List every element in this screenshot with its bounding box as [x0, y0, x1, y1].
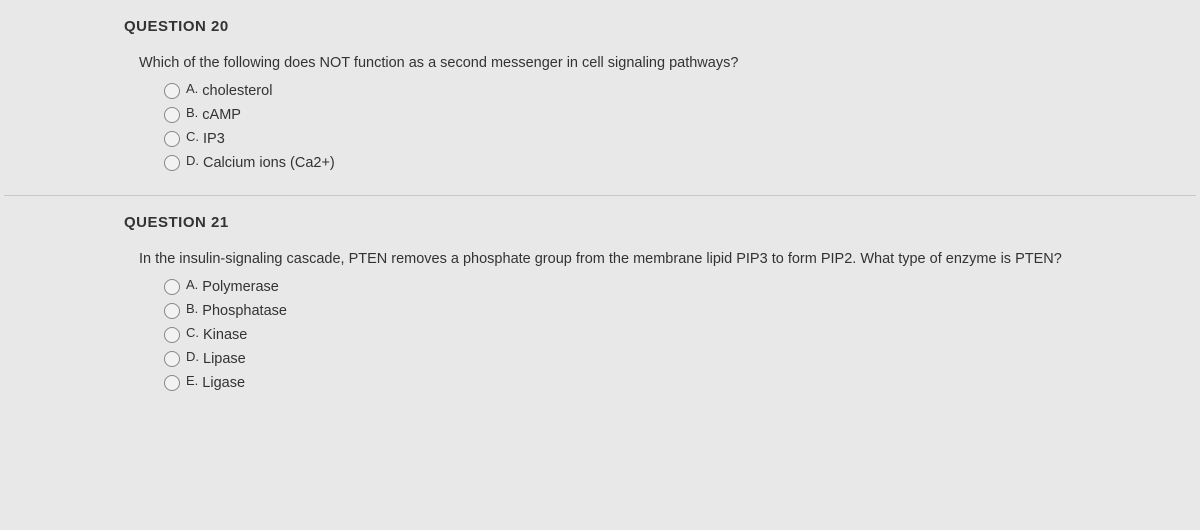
option-letter: C. — [186, 129, 199, 144]
question-prompt: Which of the following does NOT function… — [4, 55, 1196, 71]
radio-icon[interactable] — [164, 351, 180, 367]
option-row[interactable]: B. cAMP — [164, 103, 1196, 127]
radio-icon[interactable] — [164, 155, 180, 171]
option-text: IP3 — [203, 131, 225, 147]
question-block: QUESTION 20 Which of the following does … — [4, 0, 1196, 196]
option-letter: B. — [186, 105, 198, 120]
option-row[interactable]: C. Kinase — [164, 323, 1196, 347]
option-text: cholesterol — [202, 83, 272, 99]
option-row[interactable]: A. cholesterol — [164, 79, 1196, 103]
quiz-page: QUESTION 20 Which of the following does … — [0, 0, 1200, 415]
option-letter: A. — [186, 81, 198, 96]
options-list: A. Polymerase B. Phosphatase C. Kinase D… — [4, 275, 1196, 395]
option-text: Kinase — [203, 327, 247, 343]
radio-icon[interactable] — [164, 131, 180, 147]
option-letter: B. — [186, 301, 198, 316]
option-text: Phosphatase — [202, 303, 287, 319]
option-text: Polymerase — [202, 279, 279, 295]
option-text: Calcium ions (Ca2+) — [203, 155, 335, 171]
option-letter: C. — [186, 325, 199, 340]
option-letter: D. — [186, 349, 199, 364]
option-row[interactable]: C. IP3 — [164, 127, 1196, 151]
question-title: QUESTION 20 — [4, 18, 1196, 35]
option-row[interactable]: B. Phosphatase — [164, 299, 1196, 323]
options-list: A. cholesterol B. cAMP C. IP3 D. Calcium… — [4, 79, 1196, 175]
question-block: QUESTION 21 In the insulin-signaling cas… — [4, 196, 1196, 415]
option-text: cAMP — [202, 107, 241, 123]
option-row[interactable]: D. Lipase — [164, 347, 1196, 371]
option-letter: E. — [186, 373, 198, 388]
radio-icon[interactable] — [164, 327, 180, 343]
option-row[interactable]: E. Ligase — [164, 371, 1196, 395]
radio-icon[interactable] — [164, 107, 180, 123]
option-row[interactable]: D. Calcium ions (Ca2+) — [164, 151, 1196, 175]
option-text: Ligase — [202, 375, 245, 391]
question-title: QUESTION 21 — [4, 214, 1196, 231]
option-text: Lipase — [203, 351, 246, 367]
option-letter: A. — [186, 277, 198, 292]
radio-icon[interactable] — [164, 303, 180, 319]
radio-icon[interactable] — [164, 375, 180, 391]
question-prompt: In the insulin-signaling cascade, PTEN r… — [4, 251, 1196, 267]
option-row[interactable]: A. Polymerase — [164, 275, 1196, 299]
option-letter: D. — [186, 153, 199, 168]
radio-icon[interactable] — [164, 279, 180, 295]
radio-icon[interactable] — [164, 83, 180, 99]
